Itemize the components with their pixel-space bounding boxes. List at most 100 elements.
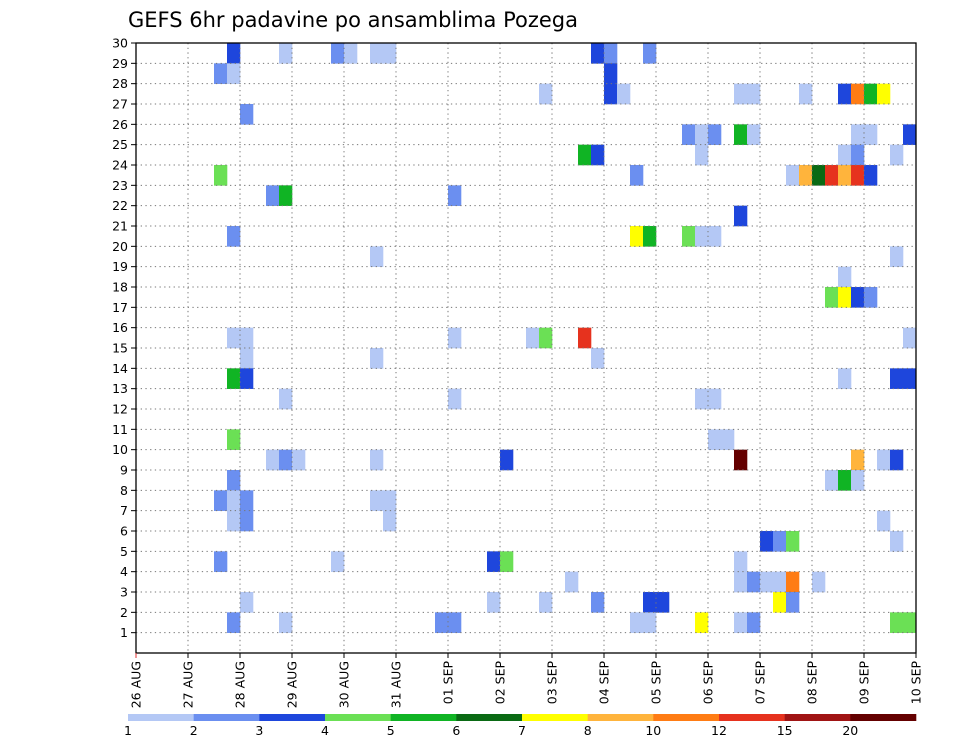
cell — [864, 165, 878, 186]
cell — [383, 510, 397, 532]
cell — [227, 43, 241, 64]
y-tick-label: 30 — [112, 36, 128, 51]
cell — [240, 368, 254, 389]
colorbar-label: 1 — [124, 723, 132, 738]
cell — [838, 287, 852, 308]
cell — [773, 592, 787, 613]
cell — [838, 83, 852, 105]
cell — [214, 63, 228, 84]
cell — [903, 612, 917, 633]
cell — [877, 83, 891, 105]
cell — [734, 83, 748, 105]
cell — [851, 144, 865, 166]
cell — [890, 449, 904, 471]
cell — [903, 327, 917, 349]
x-tick-label: 03 SEP — [545, 661, 560, 705]
colorbar-swatch — [193, 714, 260, 721]
cell — [630, 612, 644, 633]
cell — [695, 124, 709, 145]
cell — [864, 83, 878, 105]
x-tick-label: 26 AUG — [129, 661, 144, 708]
colorbar: 1 2 3 4 5 6 7 8 10 12 15 20 — [124, 714, 917, 738]
cell — [279, 449, 293, 471]
x-tick-label: 28 AUG — [233, 661, 248, 708]
cell — [786, 531, 800, 552]
cell — [838, 470, 852, 491]
colorbar-label: 12 — [711, 723, 727, 738]
y-tick-label: 9 — [120, 463, 128, 478]
cell — [877, 510, 891, 532]
cell — [812, 165, 826, 186]
cell — [448, 185, 462, 206]
cell — [331, 43, 345, 64]
cell — [890, 531, 904, 552]
y-tick-label: 19 — [112, 259, 128, 274]
x-tick-label: 27 AUG — [181, 661, 196, 708]
cell — [604, 83, 618, 105]
cell — [812, 571, 826, 593]
cell — [825, 165, 839, 186]
y-tick-label: 17 — [112, 300, 128, 315]
x-tick-label: 29 AUG — [285, 661, 300, 708]
cell — [630, 165, 644, 186]
cell — [734, 612, 748, 633]
x-tick-label: 05 SEP — [649, 661, 664, 705]
cell — [838, 368, 852, 389]
cell — [734, 449, 748, 471]
y-tick-label: 23 — [112, 178, 128, 193]
cell — [240, 592, 254, 613]
cell — [721, 429, 735, 450]
cell — [240, 348, 254, 369]
y-tick-label: 6 — [120, 524, 128, 539]
cell — [266, 449, 280, 471]
colorbar-label: 3 — [255, 723, 263, 738]
cell — [370, 43, 384, 64]
cell — [656, 592, 670, 613]
cell — [279, 612, 293, 633]
colorbar-swatch — [259, 714, 326, 721]
cell — [643, 592, 657, 613]
cell — [370, 449, 384, 471]
cell — [370, 246, 384, 267]
x-tick-label: 06 SEP — [701, 661, 716, 705]
cell — [760, 571, 774, 593]
y-tick-label: 4 — [120, 564, 128, 579]
cell — [838, 165, 852, 186]
y-tick-label: 24 — [112, 158, 128, 173]
y-tick-label: 3 — [120, 585, 128, 600]
y-tick-label: 15 — [112, 341, 128, 356]
cell — [435, 612, 449, 633]
cell — [851, 83, 865, 105]
cell — [851, 287, 865, 308]
colorbar-label: 4 — [321, 723, 329, 738]
cell — [344, 43, 358, 64]
cell — [695, 144, 709, 166]
cell — [370, 348, 384, 369]
cell — [695, 388, 709, 410]
colorbar-swatch — [522, 714, 588, 721]
colorbar-label: 2 — [190, 723, 198, 738]
cell — [448, 612, 462, 633]
cell — [279, 185, 293, 206]
cell — [708, 429, 722, 450]
cell — [227, 226, 241, 247]
colorbar-swatch — [784, 714, 851, 721]
cell — [708, 124, 722, 145]
cell — [786, 165, 800, 186]
cell — [279, 43, 293, 64]
y-tick-label: 12 — [112, 402, 128, 417]
y-tick-label: 27 — [112, 97, 128, 112]
y-tick-label: 21 — [112, 219, 128, 234]
cell — [708, 226, 722, 247]
cell — [604, 63, 618, 84]
cell — [851, 165, 865, 186]
cell — [448, 388, 462, 410]
x-tick-label: 09 SEP — [857, 661, 872, 705]
cell — [903, 124, 917, 145]
cell — [279, 388, 293, 410]
cell — [682, 124, 696, 145]
cell — [890, 612, 904, 633]
y-tick-label: 5 — [120, 544, 128, 559]
cell — [760, 531, 774, 552]
cell — [227, 470, 241, 491]
